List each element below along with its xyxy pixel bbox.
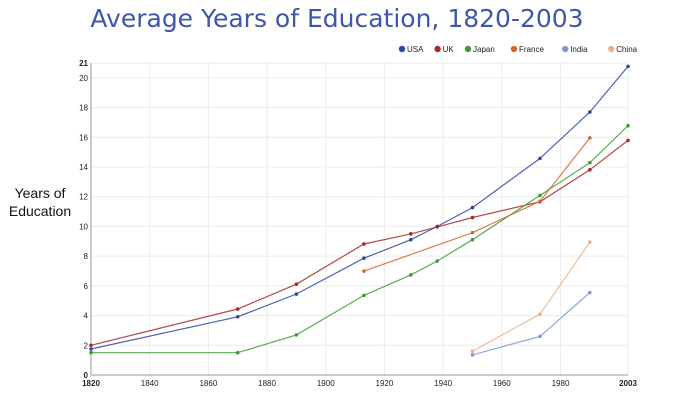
data-point-usa [362, 256, 366, 261]
y-axis-label: Years of Education [4, 184, 76, 220]
legend-item-france: France [510, 45, 544, 54]
data-point-uk [409, 232, 413, 236]
y-axis-label-line-2: Education [8, 203, 72, 219]
legend-swatch-india [562, 45, 569, 53]
y-tick-label: 10 [79, 222, 88, 231]
legend-label-india: India [570, 45, 588, 54]
y-tick-label: 18 [79, 104, 88, 113]
data-point-japan [294, 333, 299, 337]
series-china [470, 240, 592, 354]
x-tick-label: 2003 [619, 379, 637, 388]
x-tick-label: 1820 [82, 379, 100, 388]
legend-label-japan: Japan [473, 45, 495, 54]
series-line-china [472, 241, 591, 352]
series-india [470, 290, 592, 357]
data-point-india [588, 290, 592, 295]
y-tick-label: 4 [84, 312, 89, 321]
data-point-usa [626, 64, 630, 69]
data-point-usa [409, 237, 413, 242]
data-point-uk [470, 215, 475, 220]
data-point-usa [538, 156, 542, 161]
legend-swatch-japan [464, 45, 472, 53]
data-point-japan [235, 350, 240, 355]
data-point-france [470, 230, 475, 235]
y-tick-label: 2 [84, 341, 89, 350]
series-line-france [363, 137, 591, 272]
y-axis-label-line-1: Years of [14, 185, 66, 201]
x-tick-label: 1940 [434, 379, 452, 388]
y-tick-label: 0 [84, 371, 89, 380]
series-lines [89, 64, 630, 357]
legend: USA UK Japan France India China [398, 45, 638, 54]
data-point-uk [588, 168, 592, 172]
data-point-japan [588, 160, 592, 165]
data-point-uk [626, 138, 630, 143]
data-point-japan [89, 350, 93, 355]
data-point-usa [89, 347, 93, 351]
series-line-japan [91, 125, 629, 354]
legend-item-usa: USA [398, 45, 424, 54]
legend-swatch-uk [434, 45, 441, 53]
y-tick-label: 16 [79, 133, 88, 142]
data-point-china [538, 312, 542, 317]
y-tick-label: 21 [79, 59, 88, 68]
data-point-france [362, 269, 366, 273]
data-point-uk [89, 343, 93, 348]
series-france [362, 136, 592, 273]
legend-swatch-france [510, 45, 518, 53]
y-tick-label: 14 [79, 163, 88, 172]
legend-label-china: China [616, 45, 637, 54]
legend-item-china: China [608, 45, 638, 54]
data-point-uk [435, 225, 440, 229]
data-point-japan [626, 123, 630, 128]
legend-item-india: India [562, 45, 588, 54]
chart-title: Average Years of Education, 1820-2003 [90, 4, 584, 33]
x-tick-label: 1920 [376, 379, 394, 388]
data-point-usa [588, 110, 592, 114]
legend-label-usa: USA [407, 45, 424, 54]
data-point-uk [294, 282, 299, 287]
data-point-france [538, 199, 542, 204]
x-tick-label: 1900 [317, 379, 335, 388]
y-tick-label: 12 [79, 193, 88, 202]
data-point-japan [538, 193, 542, 198]
data-point-japan [435, 259, 440, 263]
legend-swatch-usa [398, 45, 406, 53]
data-point-japan [362, 293, 366, 298]
legend-label-uk: UK [443, 45, 455, 54]
data-point-japan [409, 273, 413, 277]
x-tick-label: 1960 [493, 379, 511, 388]
data-point-uk [235, 307, 240, 311]
data-point-uk [362, 242, 366, 246]
series-japan [89, 123, 630, 355]
grid [90, 62, 629, 376]
y-tick-label: 20 [79, 74, 88, 83]
y-tick-label: 8 [84, 252, 89, 261]
data-point-usa [294, 292, 299, 296]
legend-item-uk: UK [434, 45, 454, 54]
series-line-usa [90, 66, 629, 350]
data-point-india [538, 334, 542, 339]
x-tick-label: 1860 [199, 379, 217, 388]
series-line-uk [90, 139, 629, 346]
data-point-france [588, 136, 592, 140]
data-point-china [470, 349, 475, 354]
data-point-china [588, 240, 592, 244]
legend-item-japan: Japan [464, 45, 495, 54]
legend-swatch-china [608, 45, 615, 53]
x-tick-label: 1880 [258, 379, 276, 388]
x-tick-label: 1980 [552, 379, 570, 388]
data-point-japan [470, 237, 475, 242]
x-tick-label: 1840 [141, 379, 159, 388]
data-point-india [470, 353, 475, 357]
legend-label-france: France [519, 45, 544, 54]
y-tick-label: 6 [84, 282, 89, 291]
data-point-usa [470, 205, 475, 210]
data-point-usa [235, 314, 240, 319]
